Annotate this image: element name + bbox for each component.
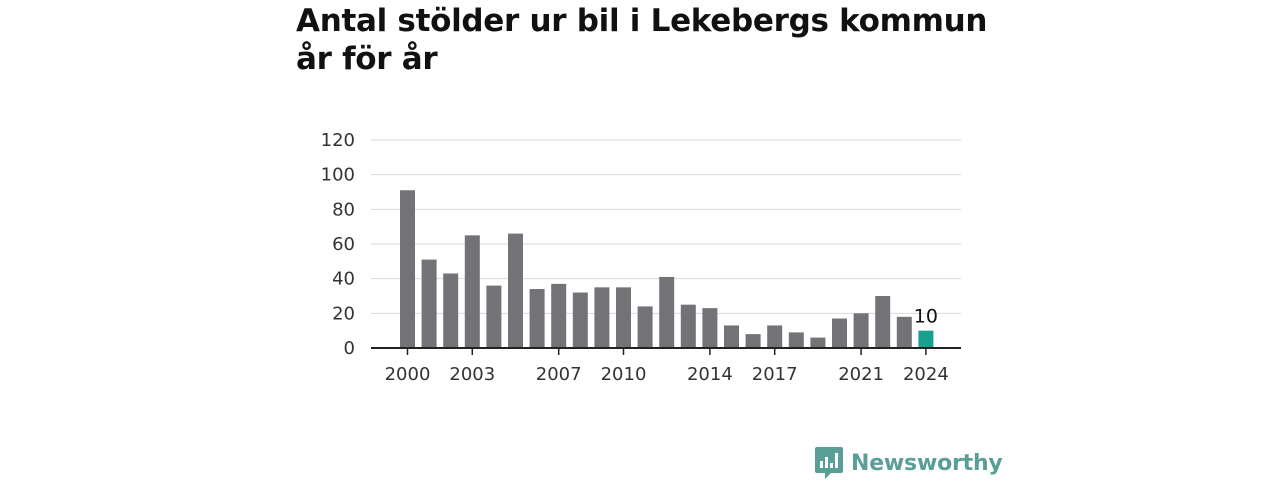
bar — [464, 235, 480, 348]
bar — [551, 283, 567, 348]
bar — [896, 316, 912, 348]
x-tick-label: 2021 — [838, 364, 884, 385]
chart-title: Antal stölder ur bil i Lekebergs kommun … — [296, 3, 988, 77]
bar — [572, 292, 588, 348]
bar — [443, 273, 459, 348]
y-tick-label: 120 — [321, 130, 355, 151]
bar — [400, 190, 415, 348]
brand-logo[interactable]: Newsworthy — [815, 446, 1003, 480]
brand-name: Newsworthy — [851, 450, 1003, 476]
x-tick-label: 2000 — [385, 364, 431, 385]
newsworthy-logo-icon — [815, 447, 843, 479]
bar — [486, 285, 502, 348]
y-tick-label: 20 — [332, 303, 355, 324]
x-tick-label: 2014 — [687, 364, 733, 385]
bar — [767, 325, 783, 348]
x-tick-label: 2017 — [752, 364, 798, 385]
bar — [616, 287, 631, 348]
bar — [832, 318, 847, 348]
bar — [702, 308, 718, 348]
x-tick-label: 2003 — [449, 364, 495, 385]
bar — [421, 259, 437, 348]
bar — [788, 332, 804, 348]
y-tick-label: 60 — [332, 234, 355, 255]
bar — [680, 304, 696, 348]
y-tick-label: 40 — [332, 269, 355, 290]
bar — [853, 313, 869, 348]
bar — [745, 334, 761, 348]
data-label: 10 — [914, 306, 938, 328]
bar — [508, 233, 523, 348]
bar — [810, 337, 826, 348]
bar — [637, 306, 653, 348]
bar — [529, 289, 545, 348]
bar — [875, 296, 891, 348]
bar — [724, 325, 739, 348]
x-tick-label: 2007 — [536, 364, 582, 385]
y-tick-label: 0 — [344, 338, 355, 359]
bar — [594, 287, 610, 348]
x-tick-label: 2010 — [601, 364, 647, 385]
y-tick-label: 100 — [321, 165, 355, 186]
bar-highlight — [918, 330, 934, 348]
x-tick-label: 2024 — [903, 364, 949, 385]
bar — [659, 276, 675, 348]
y-tick-label: 80 — [332, 199, 355, 220]
bar-chart: 0 20 40 60 80 100 120 2000 2003 2007 2010 2014 2017 2… — [321, 130, 961, 385]
